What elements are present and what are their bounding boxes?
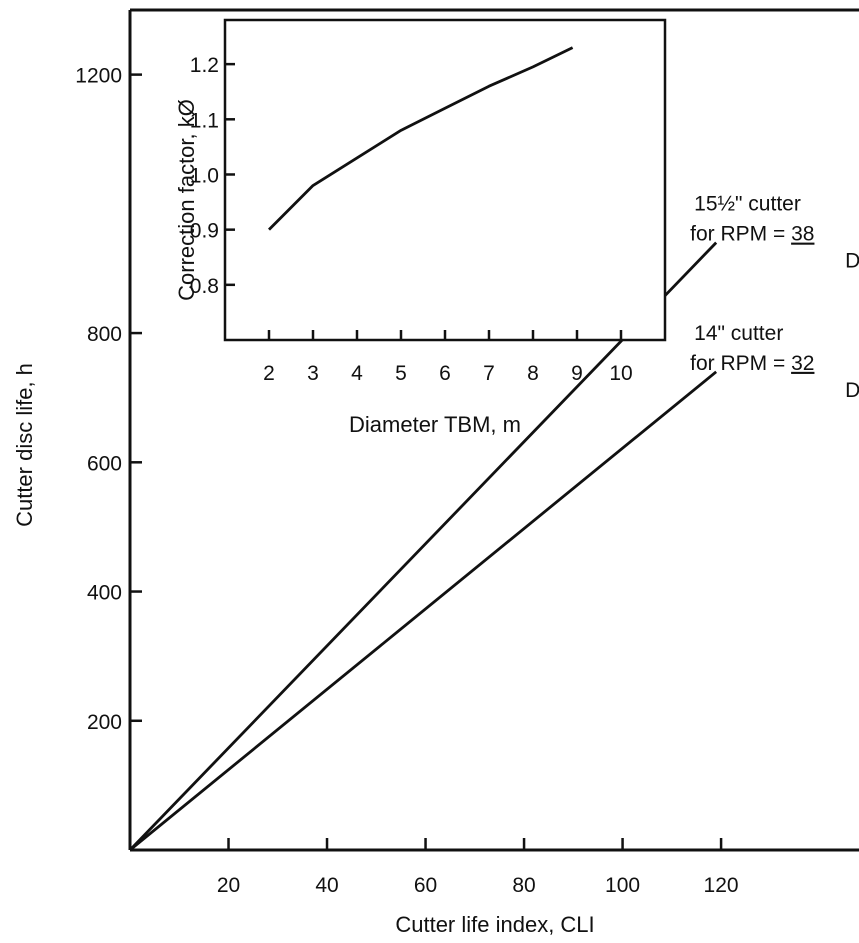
main-x-tick-label: 120: [704, 874, 739, 897]
series-label-rpm-numerator: 38: [791, 223, 814, 246]
inset-x-tick-label: 3: [307, 362, 319, 385]
main-x-tick-label: 80: [512, 874, 535, 897]
series-label-rpm-numerator: 32: [791, 352, 814, 375]
main-x-tick-label: 100: [605, 874, 640, 897]
main-x-tick-label: 40: [315, 874, 338, 897]
inset-y-tick-label: 0.8: [190, 275, 219, 298]
inset-y-tick-label: 1.1: [190, 109, 219, 132]
inset-x-tick-label: 2: [263, 362, 275, 385]
main-x-tick-label: 60: [414, 874, 437, 897]
series-label-rpm-1: for RPM = 38: [690, 223, 814, 246]
inset-x-tick-label: 6: [439, 362, 451, 385]
inset-ticks: 2 3 4 5 6 7 8 9 10 0.8 0.9 1.0 1.1 1.2: [190, 54, 633, 385]
main-chart: 20 40 60 80 100 120 200 400 600 800 1200 15½" cutt…: [12, 8, 859, 937]
inset-series-line: [268, 46, 574, 231]
main-series-line-1: [128, 241, 718, 851]
inset-x-tick-label: 7: [483, 362, 495, 385]
main-series-line-2: [129, 370, 718, 852]
main-y-axis-title: Cutter disc life, h: [12, 363, 37, 527]
series-label-rpm-denominator: D: [845, 379, 859, 402]
main-y-tick-label: 400: [87, 582, 122, 605]
main-y-tick-label: 1200: [75, 65, 122, 88]
inset-x-tick-label: 5: [395, 362, 407, 385]
inset-y-tick-label: 1.2: [190, 54, 219, 77]
main-series: [128, 241, 718, 852]
inset-y-tick-label: 0.9: [190, 220, 219, 243]
series-label-rpm-prefix: for RPM =: [690, 352, 791, 375]
inset-frame: [223, 18, 667, 342]
series-label-rpm-prefix: for RPM =: [690, 223, 791, 246]
inset-x-tick-label: 9: [571, 362, 583, 385]
main-y-tick-label: 800: [87, 323, 122, 346]
inset-x-tick-label: 8: [527, 362, 539, 385]
main-y-tick-label: 600: [87, 452, 122, 475]
inset-x-axis-title: Diameter TBM, m: [349, 412, 521, 437]
main-x-axis-title: Cutter life index, CLI: [395, 912, 594, 937]
main-x-tick-label: 20: [217, 874, 240, 897]
series-label-rpm-denominator: D: [845, 250, 859, 273]
series-label-rpm-2: for RPM = 32: [690, 352, 814, 375]
inset-x-tick-label: 4: [351, 362, 363, 385]
series-label-title-2: 14" cutter: [694, 322, 783, 345]
inset-chart: 2 3 4 5 6 7 8 9 10 0.8 0.9 1.0 1.1 1.2 Diameter TBM, …: [174, 18, 667, 437]
inset-x-tick-label: 10: [609, 362, 632, 385]
main-series-labels: 15½" cutter for RPM = 38 D 14" cutter for RP…: [690, 193, 859, 402]
series-label-title-1: 15½" cutter: [694, 193, 801, 216]
main-y-tick-label: 200: [87, 711, 122, 734]
inset-y-tick-label: 1.0: [190, 164, 219, 187]
main-ticks: 20 40 60 80 100 120 200 400 600 800 1200: [75, 65, 738, 897]
inset-series: [268, 46, 574, 231]
inset-y-axis-title: Correction factor, kØ: [174, 99, 199, 301]
